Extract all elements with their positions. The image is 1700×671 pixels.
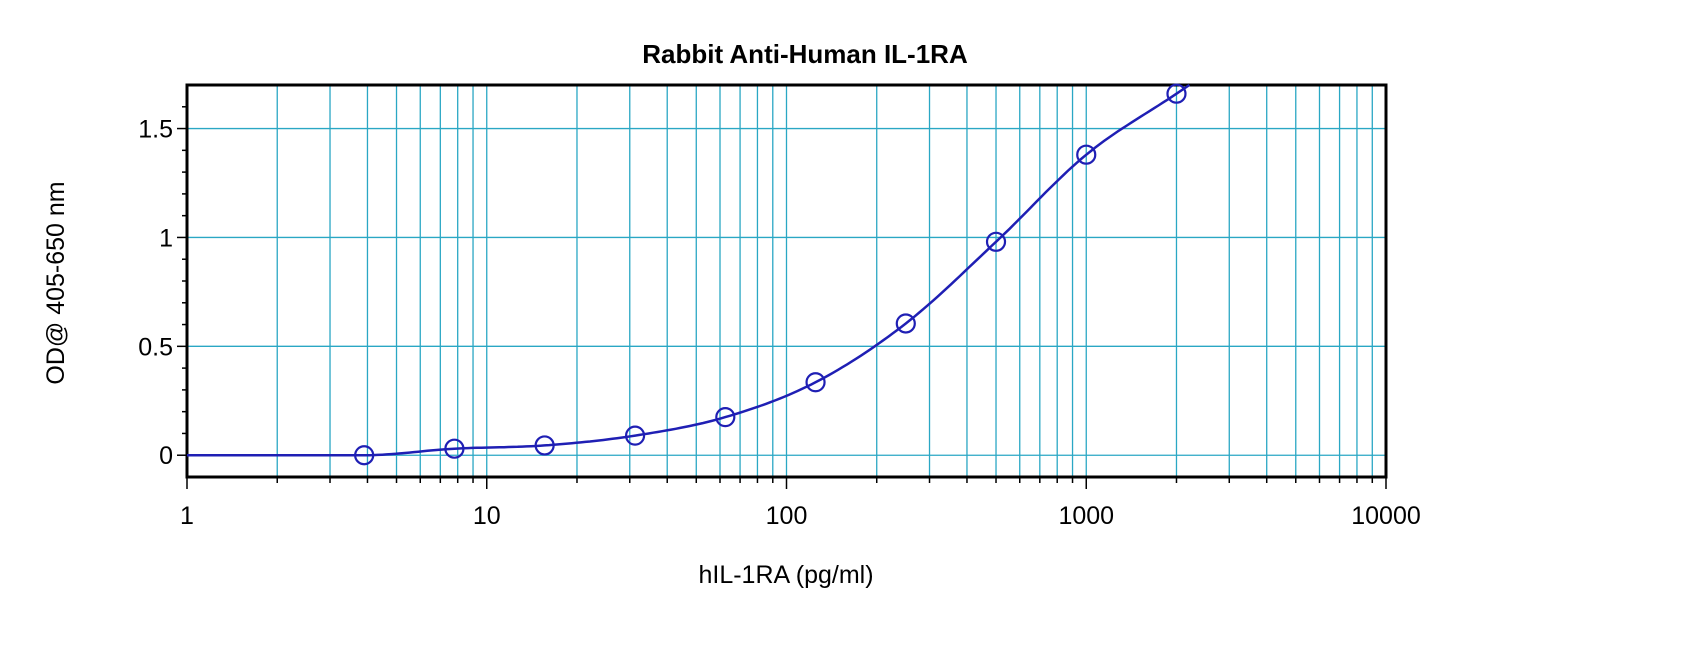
grid-lines: [187, 85, 1386, 477]
data-point: [534, 435, 555, 456]
data-point: [715, 407, 736, 428]
x-tick-label: 1000: [1058, 502, 1114, 530]
tick-labels: 0 0.5 1 1.5 1 10 100 1000 10000: [138, 116, 1421, 530]
x-tick-label: 10: [473, 502, 501, 530]
x-axis-label: hIL-1RA (pg/ml): [698, 561, 873, 589]
data-points: [354, 83, 1187, 466]
x-tick-label: 100: [766, 502, 808, 530]
data-point: [805, 372, 826, 393]
y-tick-label: 0.5: [138, 333, 173, 361]
data-point: [895, 313, 916, 334]
x-tick-label: 1: [180, 502, 194, 530]
x-tick-label: 10000: [1351, 502, 1421, 530]
fit-curve: [187, 83, 1191, 457]
data-point: [444, 438, 465, 459]
y-tick-label: 0: [159, 442, 173, 470]
chart-title: Rabbit Anti-Human IL-1RA: [642, 39, 968, 69]
axis-ticks: [177, 106, 1387, 489]
data-point: [1166, 83, 1187, 104]
data-point: [1076, 144, 1097, 165]
data-point: [624, 425, 646, 446]
y-axis-label: OD@ 405-650 nm: [42, 181, 70, 384]
data-point: [354, 445, 375, 466]
y-tick-label: 1.5: [138, 116, 173, 144]
plot-frame: [185, 83, 1388, 479]
data-point: [985, 231, 1007, 252]
fit-curve-group: [187, 83, 1191, 457]
y-tick-label: 1: [159, 224, 173, 252]
